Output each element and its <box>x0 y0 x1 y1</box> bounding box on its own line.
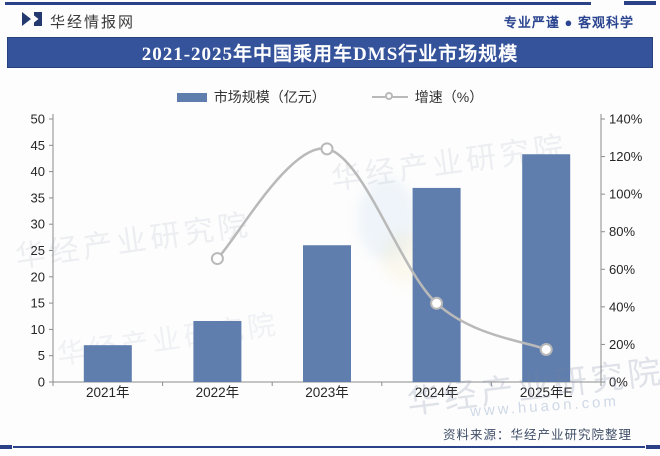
left-axis-tick-label: 0 <box>38 375 45 390</box>
x-axis-label: 2025年E <box>520 385 573 400</box>
bottom-border-line <box>13 446 645 448</box>
legend-line-label: 增速（%） <box>414 89 484 105</box>
left-axis-tick-label: 10 <box>31 322 45 337</box>
right-axis-tick-label: 100% <box>609 187 643 202</box>
left-axis-tick-label: 45 <box>31 138 45 153</box>
right-axis-tick-label: 40% <box>609 299 635 314</box>
right-axis-tick-label: 140% <box>609 112 643 127</box>
right-axis-tick-label: 0% <box>609 375 628 390</box>
line-swatch-icon <box>371 91 408 103</box>
top-border-line <box>5 2 591 5</box>
growth-marker <box>320 142 334 156</box>
left-axis-tick-label: 15 <box>31 296 45 311</box>
header: 华经情报网 专业严谨 ● 客观科学 <box>0 6 660 36</box>
site-name: 华经情报网 <box>50 13 136 31</box>
legend-bar-label: 市场规模（亿元） <box>213 89 326 105</box>
source-note: 资料来源：华经产业研究院整理 <box>442 428 632 442</box>
left-axis-tick-label: 50 <box>31 112 45 127</box>
left-axis-tick-label: 20 <box>31 269 45 284</box>
right-axis-tick-label: 20% <box>609 337 635 352</box>
x-axis-label: 2022年 <box>196 385 240 400</box>
bar-2023年 <box>303 245 351 382</box>
growth-marker <box>210 252 224 266</box>
combo-chart: 0 5 10 15 20 25 30 35 40 45 50 0% 20% 40% 60% 80% 100% 12… <box>31 112 643 401</box>
growth-line <box>216 147 547 351</box>
growth-marker <box>430 296 444 310</box>
top-border-dash <box>624 1 656 5</box>
bar-2021年 <box>83 345 132 382</box>
huajing-logo-icon <box>22 10 43 33</box>
legend-item-growth: 增速（%） <box>371 87 484 107</box>
right-axis-tick-label: 120% <box>609 149 643 164</box>
bar-swatch-icon <box>176 92 207 102</box>
left-axis-tick-label: 25 <box>31 243 45 258</box>
right-axis-tick-label: 60% <box>609 262 635 277</box>
legend-item-market-size: 市场规模（亿元） <box>176 87 326 107</box>
bar-2022年 <box>193 320 242 382</box>
x-axis-label: 2021年 <box>86 385 130 400</box>
bottom-border-dash-right <box>646 445 660 449</box>
chart-title: 2021-2025年中国乘用车DMS行业市场规模 <box>141 44 519 65</box>
x-axis-label: 2024年 <box>415 385 459 400</box>
chart-legend: 市场规模（亿元） 增速（%） <box>0 86 660 108</box>
left-axis-tick-label: 5 <box>38 348 45 363</box>
left-axis-tick-label: 30 <box>31 217 45 232</box>
x-axis-label: 2023年 <box>305 385 349 400</box>
left-axis-tick-label: 40 <box>31 164 45 179</box>
title-bar: 2021-2025年中国乘用车DMS行业市场规模 <box>7 37 653 68</box>
brand: 华经情报网 <box>22 10 135 33</box>
header-slogan: 专业严谨 ● 客观科学 <box>503 14 634 30</box>
right-axis-tick-label: 80% <box>609 224 635 239</box>
left-axis-tick-label: 35 <box>31 190 45 205</box>
growth-marker <box>539 343 553 357</box>
bottom-border-dash-left <box>0 445 12 449</box>
